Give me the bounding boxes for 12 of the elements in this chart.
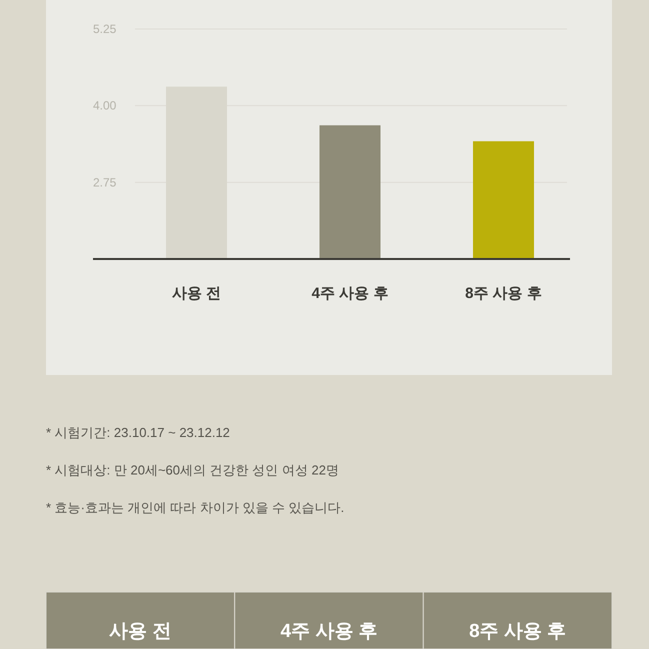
y-tick-label: 2.75 bbox=[93, 175, 117, 190]
text: * 시험기간: 23.10.17 ~ 23.12.12 bbox=[46, 425, 230, 440]
y-tick-label: 4.00 bbox=[93, 98, 117, 113]
x-tick-label: 사용 전 bbox=[172, 285, 222, 302]
text: 4주 사용 후 bbox=[280, 621, 378, 642]
text: * 효능·효과는 개인에 따라 차이가 있을 수 있습니다. bbox=[46, 500, 344, 515]
y-tick-label: 5.25 bbox=[93, 22, 117, 36]
x-tick-label: 4주 사용 후 bbox=[312, 285, 388, 302]
text: * 시험대상: 만 20세~60세의 건강한 성인 여성 22명 bbox=[46, 462, 339, 478]
x-tick-label: 8주 사용 후 bbox=[465, 285, 542, 302]
text: 8주 사용 후 bbox=[469, 621, 566, 642]
text: 사용 전 bbox=[109, 621, 172, 642]
